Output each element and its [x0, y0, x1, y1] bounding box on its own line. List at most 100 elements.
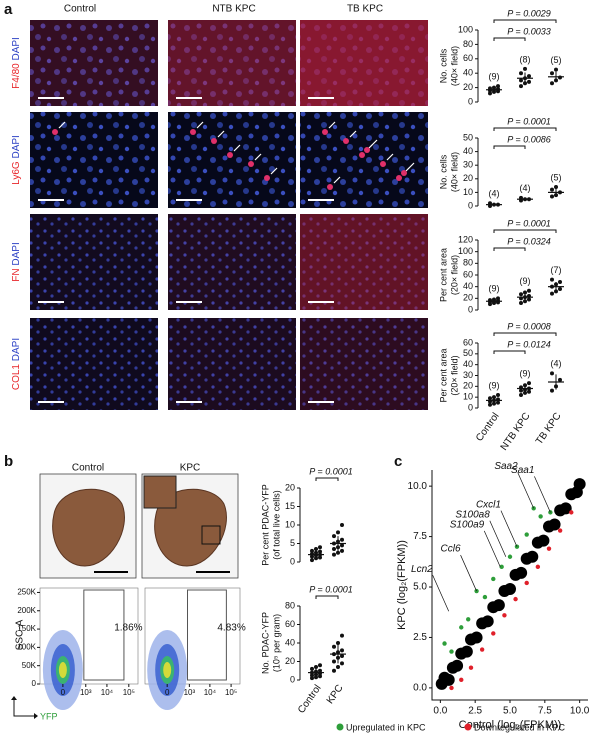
stain-name: FN [11, 268, 22, 281]
data-point [466, 617, 471, 622]
y-axis-label: (of total live cells) [271, 490, 281, 560]
data-point [340, 543, 344, 548]
x-tick-label: 10⁴ [204, 688, 217, 697]
y-tick-label: 20 [463, 293, 473, 303]
axis-label: YFP [40, 711, 58, 721]
neutrophil [322, 129, 328, 135]
data-point [332, 547, 336, 552]
stain-label: F4/80 DAPI [11, 37, 22, 89]
y-tick-label: 100 [458, 24, 473, 34]
x-tick-label: 0 [165, 688, 170, 697]
y-tick-label: 80 [285, 600, 295, 610]
n-label: (9) [520, 368, 531, 378]
p-value: P = 0.0124 [507, 339, 550, 349]
y-tick-label: 40 [463, 281, 473, 291]
stain-label: COL1 DAPI [11, 338, 22, 390]
stain-overlay [300, 318, 428, 410]
y-tick-label: 200K [17, 606, 36, 615]
data-point [523, 66, 527, 71]
x-tick-label: Control [296, 683, 324, 716]
data-point [527, 381, 531, 386]
data-point [524, 532, 529, 537]
stain-overlay [300, 20, 428, 106]
y-tick-label: 40 [463, 146, 473, 156]
neutrophil [359, 152, 365, 158]
y-tick-label: 30 [463, 160, 473, 170]
arrow [217, 130, 225, 138]
y-axis-label: Per cent PDAC-YFP [260, 484, 270, 566]
data-point [482, 594, 488, 600]
data-point [340, 523, 344, 527]
y-tick-label: 10 [463, 392, 473, 402]
y-tick-label: 20 [285, 656, 295, 666]
arrow [270, 167, 278, 175]
annotation-line [500, 510, 518, 547]
y-tick-label: 50K [22, 661, 37, 670]
inset-box [201, 525, 221, 545]
y-tick-label: 5.0 [413, 582, 427, 593]
y-tick-label: 80 [463, 39, 473, 49]
y-tick-label: 20 [463, 82, 473, 92]
y-axis-label: (40× field) [449, 46, 459, 86]
data-point [459, 625, 464, 630]
data-point [550, 371, 554, 376]
y-tick-label: 100K [17, 642, 36, 651]
column-header: TB KPC [347, 4, 383, 15]
data-point [550, 277, 554, 282]
data-point [442, 641, 447, 646]
stain-overlay [30, 318, 158, 410]
x-tick-label: 5.0 [503, 706, 517, 717]
data-point [318, 663, 322, 668]
data-point [550, 71, 554, 76]
y-tick-label: 0 [468, 96, 473, 106]
data-point [527, 79, 531, 84]
data-point [318, 674, 322, 679]
x-tick-label: 10³ [80, 688, 92, 697]
micrograph [30, 214, 158, 310]
micrograph [30, 112, 158, 208]
neutrophil [190, 129, 196, 135]
p-bracket [493, 127, 557, 131]
column-header: NTB KPC [212, 4, 255, 15]
data-point [332, 552, 336, 557]
data-point [496, 296, 500, 301]
data-point [332, 644, 336, 649]
y-tick-label: 100 [458, 246, 473, 256]
y-axis-label: No. cells [438, 154, 448, 189]
data-point [459, 677, 464, 683]
x-tick-label: 10.0 [570, 706, 590, 717]
neutrophil [211, 138, 217, 144]
data-point [519, 292, 523, 297]
stain-name: DAPI [11, 242, 22, 265]
data-point [336, 665, 340, 670]
stain-overlay [168, 318, 296, 410]
y-tick-label: 2.5 [413, 632, 427, 643]
y-axis-label: (20× field) [449, 255, 459, 295]
y-axis-label: KPC (log₂(FPKM)) [396, 540, 408, 630]
data-point [451, 659, 464, 672]
data-point [502, 613, 507, 618]
data-point [470, 631, 483, 644]
micrograph [168, 214, 296, 310]
n-label: (9) [489, 72, 500, 82]
y-tick-label: 80 [463, 258, 473, 268]
y-tick-label: 60 [463, 53, 473, 63]
data-point [496, 400, 500, 405]
p-value: P = 0.0001 [507, 218, 550, 228]
y-tick-label: 10 [463, 187, 473, 197]
data-point [340, 633, 344, 638]
column-header: Control [64, 4, 96, 15]
x-tick-label: 10⁵ [123, 688, 135, 697]
liver [52, 488, 125, 567]
y-tick-label: 120 [458, 234, 473, 244]
data-point [558, 280, 562, 284]
gene-label: Cxcl1 [476, 499, 501, 510]
data-point [515, 566, 528, 579]
stain-overlay [30, 20, 158, 106]
n-label: (9) [520, 276, 531, 286]
p-bracket [493, 19, 557, 23]
y-tick-label: 250K [17, 588, 36, 597]
y-tick-label: 0 [468, 304, 473, 314]
data-point [527, 389, 531, 394]
